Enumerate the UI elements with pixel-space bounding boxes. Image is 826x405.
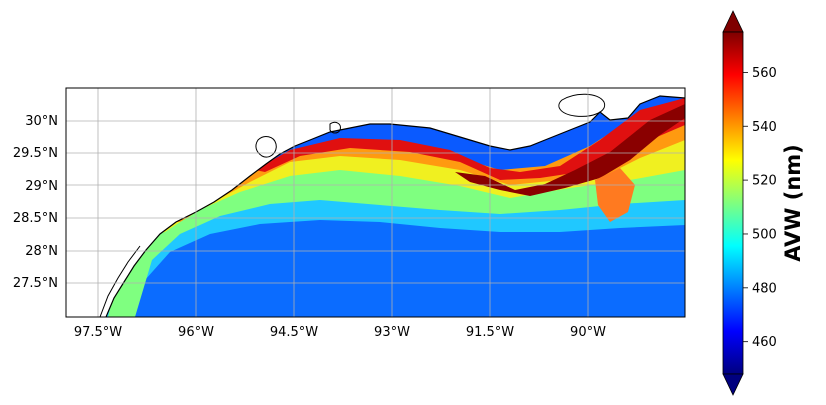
map-panel: 97.5°W 96°W 94.5°W 93°W 91.5°W 90°W 30°N…	[13, 87, 686, 340]
colorbar-tick-label: 480	[752, 281, 777, 296]
colorbar-ticks: 460 480 500 520 540 560	[743, 66, 777, 350]
barrier-island	[99, 245, 141, 317]
y-tick-label: 28°N	[25, 244, 58, 259]
bay-outline-sabine	[329, 121, 341, 134]
coastal-yellow-band	[150, 115, 685, 235]
nearshore-green-band	[108, 164, 685, 317]
x-tick-label: 96°W	[178, 325, 214, 340]
plume-bulge-orange	[595, 168, 635, 222]
x-axis-labels: 97.5°W 96°W 94.5°W 93°W 91.5°W 90°W	[74, 325, 606, 340]
colorbar-tick-label: 560	[752, 66, 777, 81]
colorbar-extend-top	[722, 10, 744, 33]
y-axis-labels: 30°N 29.5°N 29°N 28.5°N 28°N 27.5°N	[13, 114, 58, 291]
river-plume-darkred	[455, 104, 685, 196]
midshelf-cyan-band	[100, 195, 685, 317]
map-frame	[65, 87, 686, 318]
coastline	[105, 95, 685, 317]
colorbar-tick-label: 520	[752, 174, 777, 189]
bay-outline-galveston	[255, 136, 277, 158]
y-tick-label: 28.5°N	[13, 211, 58, 226]
y-tick-label: 30°N	[25, 114, 58, 129]
colorbar-tick-label: 460	[752, 335, 777, 350]
colorbar-tick-label: 540	[752, 120, 777, 135]
y-tick-label: 29.5°N	[13, 146, 58, 161]
coastal-orange-band	[170, 100, 685, 222]
colorbar-label: AVW (nm)	[781, 144, 805, 262]
x-tick-label: 94.5°W	[270, 325, 318, 340]
coastal-red-band	[255, 98, 685, 180]
colorbar-tick-label: 500	[752, 227, 777, 242]
grid	[66, 88, 685, 317]
x-tick-label: 97.5°W	[74, 325, 122, 340]
colorbar: 460 480 500 520 540 560 AVW (nm)	[722, 10, 805, 396]
x-tick-label: 93°W	[374, 325, 410, 340]
x-tick-label: 90°W	[570, 325, 606, 340]
colorbar-extend-bottom	[722, 373, 744, 396]
lake-pontchartrain	[558, 93, 606, 117]
x-tick-label: 91.5°W	[466, 325, 514, 340]
y-tick-label: 27.5°N	[13, 276, 58, 291]
land-mass	[66, 88, 685, 317]
colorbar-body	[722, 31, 744, 375]
offshore-blue-band	[66, 205, 685, 317]
y-tick-label: 29°N	[25, 179, 58, 194]
